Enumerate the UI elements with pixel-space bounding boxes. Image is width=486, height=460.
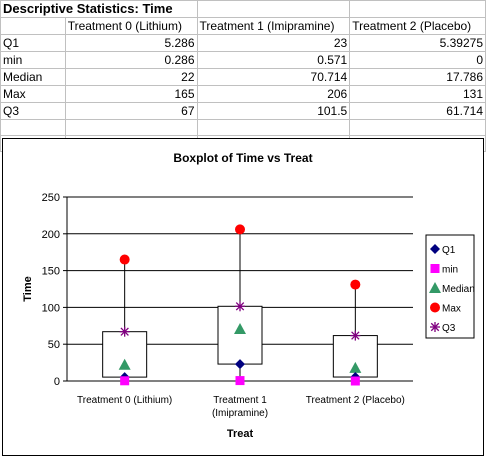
point-min [350,376,360,386]
chart-canvas: Boxplot of Time vs Treat 0 50 100 150 200 250… [22,151,475,440]
cell[interactable]: 67 [64,102,198,120]
point-min [120,376,130,386]
row-label[interactable]: min [0,51,66,69]
box [217,305,263,365]
cell[interactable]: 22 [64,68,198,86]
table-title[interactable]: Descriptive Statistics: Time [0,0,198,18]
y-tick-label: 250 [42,192,60,204]
cell[interactable]: 5.286 [64,34,198,52]
legend-label: Max [442,304,461,315]
cell[interactable]: 165 [64,85,198,103]
point-median [118,358,131,370]
cell[interactable]: 0 [349,51,486,69]
column-header[interactable]: Treatment 2 (Placebo) [349,17,486,35]
legend-marker [430,264,440,273]
table-row: Q3 67 101.5 61.714 [0,102,486,120]
cell[interactable]: 101.5 [196,102,351,120]
row-label[interactable]: Q3 [0,102,66,120]
cell[interactable] [0,17,66,35]
legend-item-max[interactable]: Max [430,302,461,315]
cell[interactable]: 131 [349,85,486,103]
table-row: Max 165 206 131 [0,85,486,103]
x-tick-label: Treatment 2 (Placebo) [306,395,405,406]
boxplot-chart[interactable]: Boxplot of Time vs Treat 0 50 100 150 200 250… [2,138,484,456]
legend-label: Q3 [442,323,456,334]
legend-item-q1[interactable]: Q1 [430,244,456,256]
legend-item-min[interactable]: min [430,264,459,276]
y-tick-labels: 0 50 100 150 200 250 [42,192,60,388]
cell[interactable]: 70.714 [196,68,351,86]
chart-title: Boxplot of Time vs Treat [173,151,312,165]
cell[interactable] [349,0,486,18]
point-q3 [119,326,130,337]
cell[interactable]: 206 [196,85,351,103]
cell[interactable] [0,119,66,136]
legend-marker [429,282,441,293]
point-max [235,224,245,235]
x-axis-label: Treat [227,428,254,440]
table-row: Q1 5.286 23 5.39275 [0,34,486,52]
column-header[interactable]: Treatment 0 (Lithium) [64,17,198,35]
legend-label: Median [442,284,475,295]
row-label[interactable]: Median [0,68,66,86]
point-max [350,279,361,290]
legend-marker [430,322,440,332]
x-tick-label: Treatment 0 (Lithium) [77,395,172,406]
cell[interactable]: 0.571 [196,51,351,69]
cell[interactable]: 17.786 [349,68,486,86]
y-tick-label: 150 [42,266,60,278]
table-row [0,119,486,136]
y-tick-label: 100 [42,302,60,314]
legend-item-q3[interactable]: Q3 [430,322,456,334]
table-row: Median 22 70.714 17.786 [0,68,486,86]
row-label[interactable]: Max [0,85,66,103]
legend-marker [430,244,440,254]
cell[interactable] [196,119,351,136]
point-q1 [235,359,245,370]
point-min [235,376,245,386]
point-max [119,254,130,265]
chart-legend[interactable]: Q1 min Median Max Q3 [425,234,475,339]
markers [118,224,362,386]
y-tick-label: 50 [48,339,60,351]
x-tick-labels: Treatment 0 (Lithium) Treatment 1 (Imipram… [77,395,405,419]
legend-label: min [442,265,458,276]
y-tick-label: 200 [42,229,60,241]
legend-item-median[interactable]: Median [429,282,475,295]
cell[interactable] [196,0,351,18]
legend-marker [430,302,440,313]
table-header-row: Treatment 0 (Lithium) Treatment 1 (Imipr… [0,17,486,35]
box [102,331,148,378]
cell[interactable]: 23 [196,34,351,52]
table-row: min 0.286 0.571 0 [0,51,486,69]
cell[interactable] [349,119,486,136]
legend-label: Q1 [442,245,456,256]
stats-table: Descriptive Statistics: Time Treatment 0… [0,0,486,152]
point-median [234,322,246,334]
x-tick-label-line2: (Imipramine) [212,408,268,419]
x-tick-label: Treatment 1 [213,395,267,406]
point-q3 [350,330,361,341]
y-tick-label: 0 [54,376,60,388]
point-median [349,361,362,373]
cell[interactable]: 61.714 [349,102,486,120]
column-header[interactable]: Treatment 1 (Imipramine) [196,17,351,35]
point-q3 [235,301,245,312]
row-label[interactable]: Q1 [0,34,66,52]
table-row: Descriptive Statistics: Time [0,0,486,18]
cell[interactable]: 5.39275 [349,34,486,52]
cell[interactable]: 0.286 [64,51,198,69]
y-axis-label: Time [22,276,34,301]
boxes [102,229,378,381]
cell[interactable] [64,119,198,136]
